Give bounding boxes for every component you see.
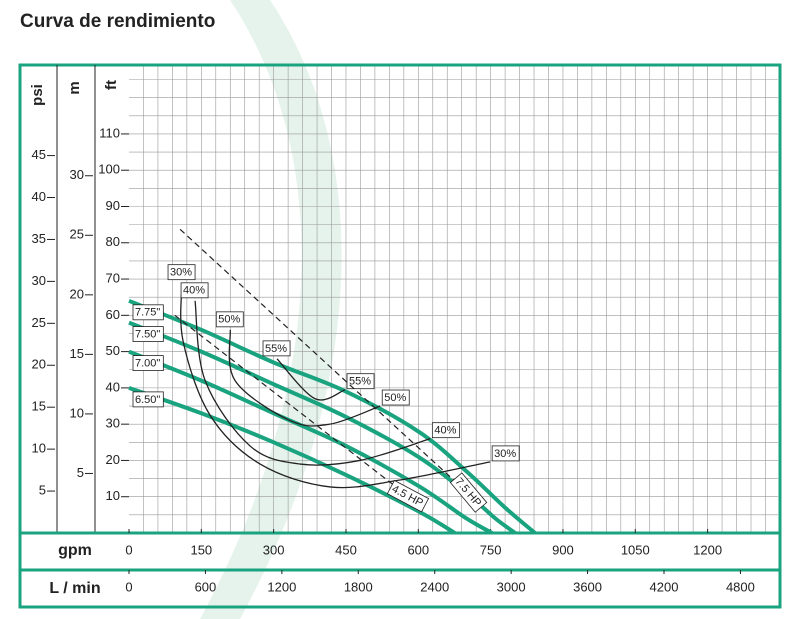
power-line bbox=[174, 314, 411, 499]
x2-tick-label: 2400 bbox=[420, 579, 449, 594]
m-axis-label: m bbox=[66, 81, 83, 94]
y-tick-label: 10 bbox=[32, 441, 46, 456]
legend-label: 7.75" bbox=[135, 307, 160, 319]
efficiency-line bbox=[194, 300, 431, 466]
label-box bbox=[167, 264, 196, 281]
label-box bbox=[132, 326, 164, 342]
y-tick-label: 5 bbox=[39, 483, 46, 498]
efficiency-label-box: 55% bbox=[346, 373, 375, 390]
series-line bbox=[128, 385, 456, 535]
y-tick-label: 110 bbox=[99, 125, 120, 140]
efficiency-label: 30% bbox=[494, 448, 516, 460]
label-box bbox=[381, 389, 410, 406]
efficiency-label-box: 40% bbox=[180, 282, 209, 299]
x2-tick-label: 0 bbox=[125, 579, 132, 594]
x2-tick-label: 1800 bbox=[344, 579, 373, 594]
efficiency-label-box: 55% bbox=[262, 340, 291, 357]
y-tick-label: 25 bbox=[32, 315, 46, 330]
legend-label: 6.50" bbox=[135, 394, 160, 406]
label-box bbox=[262, 340, 291, 357]
efficiency-label: 30% bbox=[170, 267, 192, 279]
gpm-axis-label: gpm bbox=[58, 542, 92, 559]
chart-title: Curva de rendimiento bbox=[20, 11, 215, 32]
x-tick-label: 0 bbox=[125, 542, 132, 557]
ft-axis-label: ft bbox=[103, 80, 120, 90]
label-box bbox=[431, 422, 460, 439]
label-box bbox=[491, 445, 520, 462]
x-tick-label: 750 bbox=[480, 542, 502, 557]
lmin-axis-label: L / min bbox=[49, 580, 100, 597]
y-tick-label: 15 bbox=[32, 399, 46, 414]
efficiency-label-box: 50% bbox=[381, 389, 410, 406]
y-tick-label: 20 bbox=[32, 357, 46, 372]
legend-label-box: 7.75" bbox=[132, 304, 164, 321]
y-tick-label: 5 bbox=[77, 465, 84, 480]
y-tick-label: 50 bbox=[106, 343, 120, 358]
x2-tick-label: 1200 bbox=[267, 579, 296, 594]
efficiency-label: 55% bbox=[349, 376, 371, 388]
efficiency-label: 50% bbox=[218, 314, 240, 326]
y-tick-label: 90 bbox=[106, 198, 120, 213]
legend-label-box: 7.50" bbox=[132, 326, 164, 342]
label-box bbox=[386, 479, 430, 513]
efficiency-label: 50% bbox=[384, 392, 406, 404]
y-tick-label: 30 bbox=[106, 416, 120, 431]
background-swoosh bbox=[200, 0, 342, 619]
label-box bbox=[180, 282, 209, 299]
legend-label-box: 6.50" bbox=[132, 391, 164, 408]
y-tick-label: 40 bbox=[32, 189, 46, 204]
y-tick-label: 30 bbox=[70, 167, 84, 182]
legend-label: 7.00" bbox=[135, 358, 160, 370]
series-line bbox=[128, 320, 517, 535]
y-tick-label: 35 bbox=[32, 231, 46, 246]
label-box bbox=[346, 373, 375, 390]
x2-tick-label: 4200 bbox=[650, 579, 679, 594]
efficiency-line bbox=[276, 358, 346, 401]
label-box bbox=[132, 355, 164, 372]
efficiency-label: 40% bbox=[434, 425, 456, 437]
efficiency-line bbox=[228, 329, 381, 427]
label-box bbox=[449, 472, 488, 513]
y-tick-label: 80 bbox=[106, 234, 120, 249]
y-tick-label: 40 bbox=[106, 379, 120, 394]
x-tick-label: 900 bbox=[552, 542, 574, 557]
efficiency-label-box: 30% bbox=[491, 445, 520, 462]
label-box bbox=[132, 391, 164, 408]
y-tick-label: 10 bbox=[70, 405, 84, 420]
x-tick-label: 450 bbox=[335, 542, 357, 557]
y-tick-label: 20 bbox=[70, 286, 84, 301]
x-tick-label: 1050 bbox=[621, 542, 650, 557]
x-tick-label: 150 bbox=[190, 542, 212, 557]
efficiency-label: 40% bbox=[183, 285, 205, 297]
y-tick-label: 70 bbox=[106, 270, 120, 285]
frame-border bbox=[18, 63, 782, 609]
legend-label: 7.50" bbox=[135, 328, 160, 340]
x2-tick-label: 3600 bbox=[573, 579, 602, 594]
y-tick-label: 60 bbox=[106, 307, 120, 322]
y-tick-label: 30 bbox=[32, 273, 46, 288]
y-tick-label: 15 bbox=[70, 346, 84, 361]
x-tick-label: 600 bbox=[407, 542, 429, 557]
y-tick-label: 45 bbox=[32, 147, 46, 162]
x-tick-label: 1200 bbox=[693, 542, 722, 557]
y-tick-label: 10 bbox=[106, 488, 120, 503]
y-tick-label: 25 bbox=[70, 227, 84, 242]
series-line bbox=[128, 349, 494, 535]
label-box bbox=[215, 311, 244, 328]
efficiency-line bbox=[180, 282, 491, 489]
efficiency-label-box: 40% bbox=[431, 422, 460, 439]
x2-tick-label: 4800 bbox=[726, 579, 755, 594]
x2-tick-label: 3000 bbox=[497, 579, 526, 594]
legend-label-box: 7.00" bbox=[132, 355, 164, 372]
label-box bbox=[132, 304, 164, 321]
x-tick-label: 300 bbox=[263, 542, 285, 557]
x2-tick-label: 600 bbox=[195, 579, 217, 594]
y-tick-label: 100 bbox=[98, 162, 120, 177]
efficiency-label-box: 50% bbox=[215, 311, 244, 328]
y-tick-label: 20 bbox=[106, 452, 120, 467]
efficiency-label: 55% bbox=[265, 343, 287, 355]
efficiency-label-box: 30% bbox=[167, 264, 196, 281]
psi-axis-label: psi bbox=[29, 84, 46, 106]
